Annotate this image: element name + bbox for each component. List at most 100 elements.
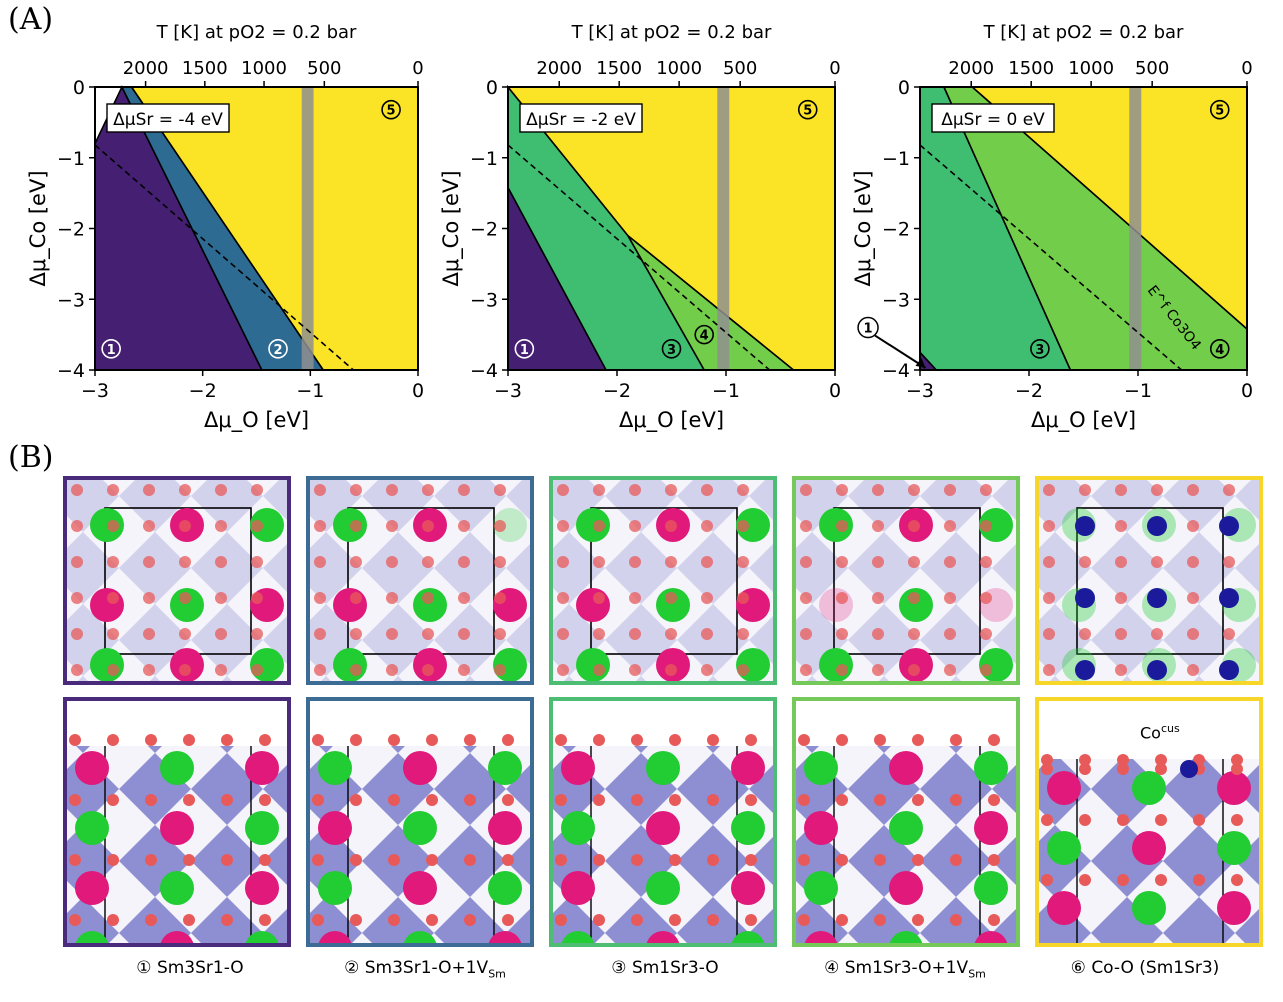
structure-tile-2-side-view [306,697,534,947]
structure-tile-4-top-view [792,476,1020,685]
region-label-circle [1209,99,1230,120]
structure-tile-1-top-view [63,476,291,685]
top-tick-label: 0 [1241,58,1252,79]
y-tick-label: −3 [470,289,498,311]
region-label-3: 3 [1030,338,1050,359]
region-label-circle [1030,338,1050,359]
region-label-circle [661,338,682,359]
mu-sr-annotation: ΔμSr = -4 eV [106,103,230,133]
region-label-4: 4 [1209,338,1230,359]
temperature-band [717,87,730,370]
top-axis-label: T [K] at pO2 = 0.2 bar [983,22,1184,43]
region-label-number: 5 [803,104,812,119]
top-tick-label: 2000 [536,58,582,79]
caption-4: ④ Sm1Sr3-O+1VSm [824,958,986,981]
region-label-number: 1 [107,343,116,358]
x-tick-label: −1 [712,380,740,402]
top-tick-label: 1000 [241,58,287,79]
region-label-5: 5 [381,99,401,120]
region-label-circle [381,99,401,120]
y-axis-label: Δμ_Co [eV] [439,170,464,286]
x-axis-label: Δμ_O [eV] [619,408,724,433]
x-tick-label: −1 [296,380,324,402]
top-tick-label: 1500 [1008,58,1054,79]
x-tick-label: −3 [81,380,109,402]
callout-arrowhead [915,357,926,368]
region-label-circle [797,99,818,120]
structure-tile-5-top-view [1035,476,1263,685]
annotation-box [106,103,230,133]
mu-sr-annotation: ΔμSr = 0 eV [931,103,1055,133]
y-tick-label: −2 [57,219,85,241]
temperature-band [1129,87,1142,370]
region-label-4: 4 [694,324,715,345]
region-label-number: 5 [1215,104,1224,119]
region-label-circle [268,338,288,359]
callout-circle [857,316,879,339]
region-label-number: 3 [1035,343,1044,358]
y-tick-label: 0 [486,77,498,99]
top-tick-label: 1500 [596,58,642,79]
top-tick-label: 1000 [656,58,702,79]
top-tick-label: 1000 [1068,58,1114,79]
top-axis-label: T [K] at pO2 = 0.2 bar [156,22,357,43]
caption-2: ② Sm3Sr1-O+1VSm [344,958,506,981]
y-tick-label: −3 [57,289,85,311]
panel-a-letter: (A) [8,2,54,37]
x-tick-label: −2 [603,380,631,402]
co3o4-formation-line [507,144,771,371]
y-tick-label: −3 [882,289,910,311]
x-tick-label: −2 [1015,380,1043,402]
mu-sr-annotation: ΔμSr = -2 eV [519,103,643,133]
caption-1: ① Sm3Sr1-O [136,958,244,978]
y-tick-label: −1 [57,148,85,170]
x-axis-label: Δμ_O [eV] [1031,408,1136,433]
panel-b-letter: (B) [8,440,54,475]
annotation-text: ΔμSr = 0 eV [941,110,1045,130]
y-tick-label: 0 [898,77,910,99]
caption-3: ③ Sm1Sr3-O [611,958,719,978]
y-tick-label: −1 [882,148,910,170]
region-label-circle [514,338,535,359]
temperature-band [301,87,314,370]
region-label-number: 2 [274,343,283,358]
region-label-number: 4 [700,329,709,344]
y-tick-label: −4 [882,360,910,382]
y-tick-label: −2 [470,219,498,241]
y-tick-label: −4 [470,360,498,382]
y-axis-label: Δμ_Co [eV] [851,170,876,286]
region-label-2: 2 [268,338,288,359]
annotation-box [931,103,1055,133]
annotation-text: ΔμSr = -4 eV [113,110,223,130]
callout-region-1: 1 [857,316,926,369]
x-tick-label: 0 [1241,380,1253,402]
top-tick-label: 2000 [948,58,994,79]
region-label-number: 1 [520,343,529,358]
top-tick-label: 1500 [182,58,228,79]
top-tick-label: 0 [829,58,840,79]
x-tick-label: −1 [1124,380,1152,402]
region-label-3: 3 [661,338,682,359]
region-label-circle [1209,338,1230,359]
x-axis-label: Δμ_O [eV] [204,408,309,433]
co3o4-formation-line [94,144,354,371]
y-tick-label: −1 [470,148,498,170]
top-tick-label: 500 [1135,58,1169,79]
top-tick-label: 500 [307,58,341,79]
annotation-box [519,103,643,133]
region-label-circle [101,338,121,359]
structure-tile-4-side-view [792,697,1020,947]
y-tick-label: −2 [882,219,910,241]
structure-tile-2-top-view [306,476,534,685]
y-tick-label: 0 [73,77,85,99]
region-label-number: 3 [667,343,676,358]
callout-arrow [874,334,926,369]
region-label-number: 4 [1215,343,1224,358]
region-label-circle [694,324,715,345]
region-label-1: 1 [101,338,121,359]
structure-tile-3-side-view [549,697,777,947]
structure-tile-1-side-view [63,697,291,947]
y-tick-label: −4 [57,360,85,382]
